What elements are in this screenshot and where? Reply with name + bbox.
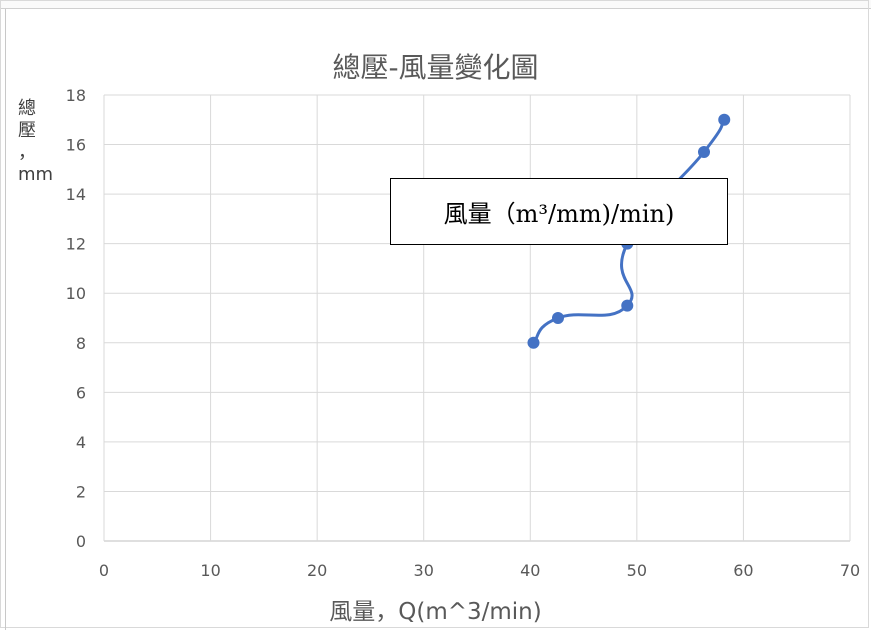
data-point — [718, 113, 731, 126]
x-axis-label: 風量，Q(m^3/min) — [329, 599, 542, 625]
window-top-strip — [0, 0, 871, 9]
annotation-text: 風量（m³/mm)/min) — [443, 200, 675, 228]
y-tick-label: 2 — [76, 482, 86, 501]
y-axis-label-line-2: 壓 — [18, 120, 36, 141]
y-axis-label-line-1: 總 — [18, 98, 36, 119]
chart-left-edge — [5, 9, 6, 630]
y-tick-label: 18 — [66, 86, 86, 105]
y-axis-label-line-3: ， — [18, 142, 36, 163]
chart-title: 總壓-風量變化圖 — [332, 51, 539, 84]
y-tick-label: 4 — [76, 433, 86, 452]
x-tick-label: 20 — [307, 561, 327, 580]
y-tick-label: 10 — [66, 284, 86, 303]
y-tick-label: 6 — [76, 383, 86, 402]
y-tick-label: 8 — [76, 334, 86, 353]
data-point — [621, 299, 634, 312]
x-tick-label: 10 — [200, 561, 220, 580]
x-tick-label: 30 — [414, 561, 434, 580]
annotation-box[interactable]: 風量（m³/mm)/min) — [390, 178, 728, 245]
y-tick-label: 0 — [76, 532, 86, 551]
x-tick-label: 70 — [840, 561, 860, 580]
y-tick-label: 12 — [66, 235, 86, 254]
x-tick-label: 60 — [733, 561, 753, 580]
y-axis-label-line-4: mm — [18, 164, 54, 185]
data-point — [527, 336, 540, 349]
x-tick-label: 0 — [99, 561, 109, 580]
data-point — [697, 145, 710, 158]
data-point — [551, 312, 564, 324]
x-tick-label: 40 — [520, 561, 540, 580]
x-tick-label: 50 — [627, 561, 647, 580]
y-axis-label: 總 壓 ， mm — [18, 98, 66, 186]
y-tick-label: 16 — [66, 136, 86, 155]
y-tick-label: 14 — [66, 185, 86, 204]
